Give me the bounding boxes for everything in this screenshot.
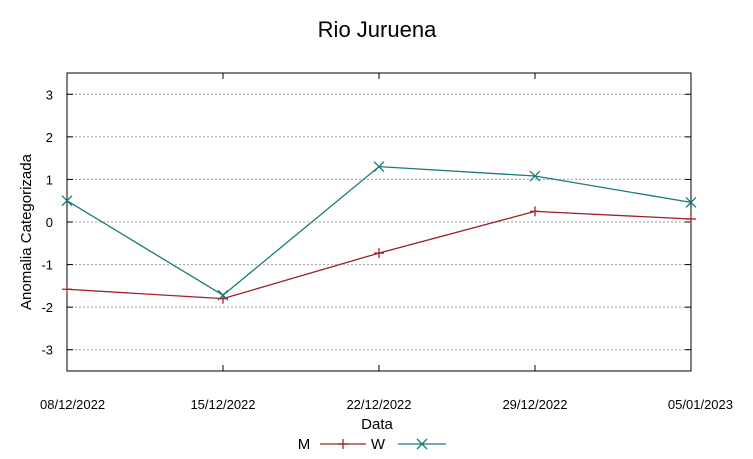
chart-title: Rio Juruena xyxy=(318,17,437,42)
plus-point-marker xyxy=(530,206,540,217)
x-tick-label: 08/12/2022 xyxy=(40,397,105,412)
y-tick-label: 2 xyxy=(46,130,53,145)
x-tick-label: 05/01/2023 xyxy=(668,397,733,412)
y-tick-label: 0 xyxy=(46,215,53,230)
x-tick-label: 29/12/2022 xyxy=(502,397,567,412)
cross-point-marker xyxy=(61,195,73,207)
plus-point-marker xyxy=(686,214,696,225)
y-tick-label: -1 xyxy=(41,258,53,273)
y-tick-label: -2 xyxy=(41,300,53,315)
x-axis-label: Data xyxy=(361,416,393,433)
cross-point-marker xyxy=(373,161,385,173)
cross-point-marker xyxy=(529,170,541,182)
y-tick-label: 1 xyxy=(46,172,53,187)
y-axis-ticks: 3 2 1 0 -1 -2 -3 xyxy=(41,87,691,358)
x-tick-label: 15/12/2022 xyxy=(190,397,255,412)
grid-lines xyxy=(67,93,691,351)
x-axis-ticks: 08/12/2022 15/12/2022 22/12/2022 29/12/2022… xyxy=(40,73,733,412)
y-tick-label: 3 xyxy=(46,87,53,102)
series-line-W xyxy=(66,165,692,297)
cross-point-marker xyxy=(217,289,229,301)
plus-point-marker xyxy=(338,439,348,449)
plus-point-marker xyxy=(374,248,384,259)
cross-point-marker xyxy=(416,438,428,450)
x-tick-label: 22/12/2022 xyxy=(346,397,411,412)
series-layer xyxy=(61,161,697,304)
y-axis-label: Anomalia Categorizada xyxy=(18,153,35,310)
y-tick-label: -3 xyxy=(41,343,53,358)
legend-label-W: W xyxy=(371,436,386,453)
legend-label-M: M xyxy=(298,436,311,453)
plus-point-marker xyxy=(62,284,72,295)
cross-point-marker xyxy=(685,196,697,208)
